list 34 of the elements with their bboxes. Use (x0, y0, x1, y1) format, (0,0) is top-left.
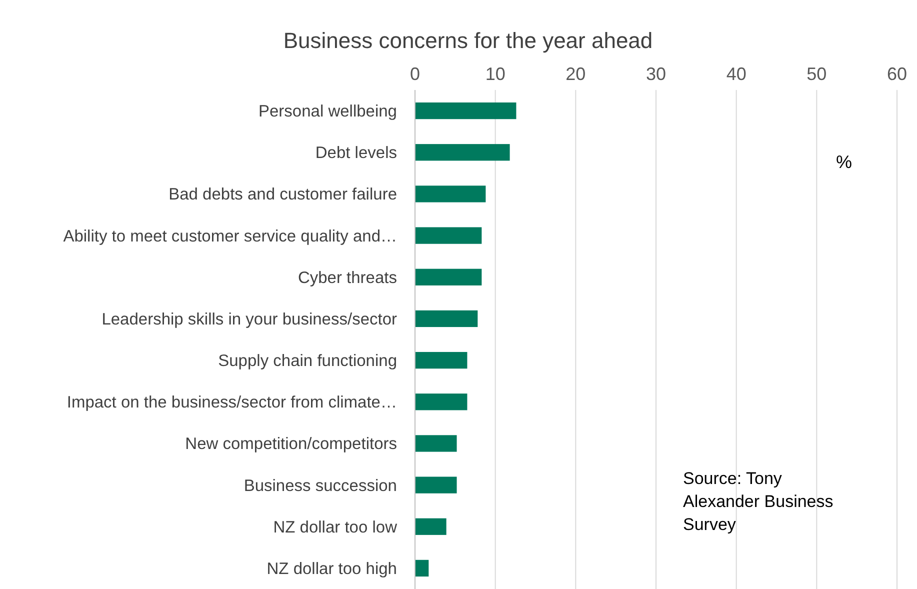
y-tick-label: NZ dollar too high (266, 560, 397, 578)
annotation: Source: Tony Alexander Business Survey (683, 469, 834, 534)
x-tick-label: 30 (646, 64, 666, 84)
x-tick-label: 10 (485, 64, 506, 84)
annotation: % (836, 152, 852, 172)
x-tick-label: 20 (566, 64, 586, 84)
bar (415, 435, 457, 452)
y-tick-label: Impact on the business/sector from climate… (66, 394, 397, 412)
bar (415, 102, 516, 120)
bar (415, 394, 468, 410)
x-tick-label: 60 (886, 64, 908, 84)
bar (415, 352, 468, 369)
bar (415, 518, 446, 535)
bar (415, 476, 457, 494)
y-tick-label: Debt levels (315, 144, 397, 162)
chart-title: Business concerns for the year ahead (283, 28, 653, 53)
y-tick-label: Bad debts and customer failure (168, 186, 397, 204)
x-tick-label: 0 (410, 64, 420, 84)
bar (415, 268, 482, 286)
y-tick-label: Cyber threats (298, 268, 397, 287)
y-tick-label: Leadership skills in your business/sector (102, 310, 398, 328)
y-tick-label: Personal wellbeing (258, 102, 397, 121)
bar (415, 186, 486, 202)
bar (415, 227, 482, 244)
y-tick-label: NZ dollar too low (273, 518, 398, 536)
x-tick-label: 50 (806, 64, 827, 84)
y-tick-label: Business succession (244, 476, 397, 495)
y-tick-label: New competition/competitors (185, 435, 397, 454)
x-tick-label: 40 (726, 64, 746, 84)
bar (415, 310, 478, 328)
y-tick-label: Ability to meet customer service quality and… (63, 227, 397, 246)
bar (415, 144, 510, 161)
y-tick-label: Supply chain functioning (218, 352, 397, 370)
bar (415, 560, 429, 577)
